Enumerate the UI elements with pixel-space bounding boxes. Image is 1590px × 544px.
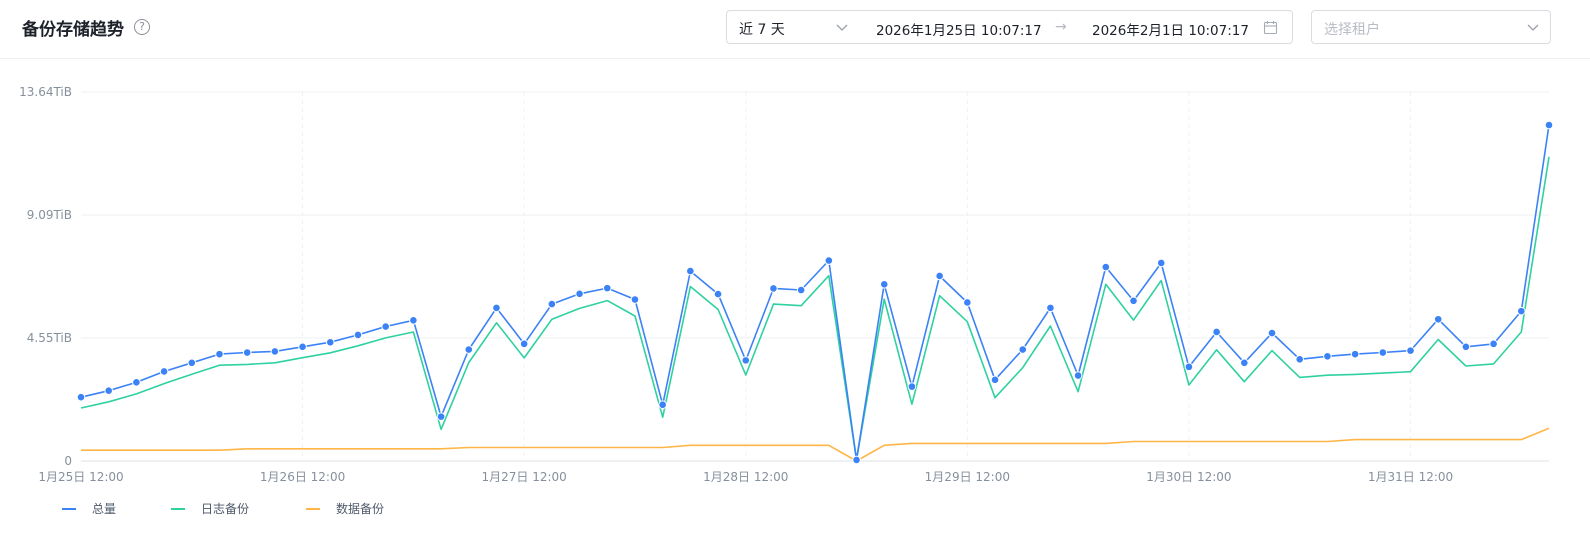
data-point[interactable]: [1129, 296, 1138, 306]
data-point[interactable]: [1212, 327, 1221, 337]
data-point[interactable]: [492, 303, 501, 313]
legend-swatch-total: [62, 508, 76, 510]
x-axis: 1月25日 12:00 1月26日 12:00 1月27日 12:00 1月28日 1…: [38, 470, 1453, 484]
data-point[interactable]: [1461, 342, 1471, 352]
data-point[interactable]: [907, 382, 917, 391]
data-point[interactable]: [270, 347, 280, 356]
y-axis: 0 4.55TiB 9.09TiB 13.64TiB: [19, 85, 72, 468]
x-tick-label: 1月30日 12:00: [1146, 470, 1231, 484]
date-end[interactable]: 2026年2月1日 10:07:17: [1092, 23, 1249, 39]
x-tick-label: 1月31日 12:00: [1368, 470, 1453, 484]
time-range-select[interactable]: 近 7 天: [726, 10, 859, 44]
series-line-1: [80, 156, 1550, 461]
data-point[interactable]: [935, 271, 944, 281]
data-point[interactable]: [686, 266, 695, 276]
data-point[interactable]: [879, 280, 889, 289]
data-point[interactable]: [1323, 352, 1332, 361]
page-title: 备份存储趋势: [22, 20, 124, 40]
time-range-value: 近 7 天: [739, 22, 785, 38]
data-point[interactable]: [630, 295, 640, 304]
data-point[interactable]: [1406, 346, 1415, 355]
data-point[interactable]: [298, 342, 307, 352]
data-point[interactable]: [159, 367, 169, 376]
x-tick-label: 1月25日 12:00: [38, 470, 123, 484]
chart-grid: [81, 91, 1549, 462]
data-point[interactable]: [1156, 258, 1166, 268]
data-point[interactable]: [353, 330, 363, 340]
data-point[interactable]: [575, 289, 584, 299]
data-point[interactable]: [796, 285, 806, 295]
data-point[interactable]: [242, 348, 252, 357]
data-point[interactable]: [1046, 303, 1055, 313]
data-point[interactable]: [1018, 345, 1028, 354]
data-point[interactable]: [1184, 362, 1194, 372]
x-tick-label: 1月29日 12:00: [925, 470, 1010, 484]
data-point[interactable]: [132, 377, 141, 387]
calendar-icon[interactable]: [1263, 20, 1278, 35]
data-point[interactable]: [963, 298, 972, 307]
chart-series: [76, 120, 1554, 465]
data-point[interactable]: [769, 284, 778, 293]
data-point[interactable]: [409, 316, 418, 325]
legend-swatch-log: [171, 508, 185, 510]
series-line-0: [80, 124, 1550, 461]
data-point[interactable]: [464, 345, 474, 354]
date-start[interactable]: 2026年1月25日 10:07:17: [876, 23, 1042, 39]
y-tick-label: 4.55TiB: [27, 331, 72, 345]
chart-header: 备份存储趋势 ? 近 7 天 2026年1月25日 10:07:17 → 202…: [0, 0, 1590, 59]
series-line-2: [81, 427, 1550, 462]
data-point[interactable]: [852, 455, 861, 465]
chevron-down-icon: [836, 24, 848, 31]
data-point[interactable]: [104, 386, 113, 395]
backup-storage-chart: 0 4.55TiB 9.09TiB 13.64TiB 1月25日 12:00 1月26日…: [19, 85, 1554, 484]
data-point[interactable]: [1295, 354, 1305, 364]
data-point[interactable]: [741, 356, 751, 365]
data-point[interactable]: [1544, 120, 1554, 130]
legend-label-data: 数据备份: [336, 502, 385, 516]
data-point[interactable]: [436, 412, 446, 421]
data-point[interactable]: [215, 349, 224, 359]
data-point[interactable]: [1433, 314, 1443, 324]
data-point[interactable]: [325, 337, 335, 347]
y-tick-label: 0: [64, 454, 72, 468]
data-point[interactable]: [990, 375, 1000, 385]
data-point[interactable]: [1267, 328, 1277, 338]
data-point[interactable]: [658, 400, 667, 410]
y-tick-label: 13.64TiB: [19, 85, 72, 99]
x-tick-label: 1月28日 12:00: [703, 470, 788, 484]
data-point[interactable]: [1517, 306, 1526, 316]
data-point[interactable]: [1101, 262, 1111, 272]
y-tick-label: 9.09TiB: [27, 208, 72, 222]
data-point[interactable]: [824, 256, 834, 265]
tenant-placeholder: 选择租户: [1324, 22, 1380, 38]
data-point[interactable]: [381, 322, 390, 331]
date-range-picker[interactable]: 2026年1月25日 10:07:17 → 2026年2月1日 10:07:17: [858, 10, 1293, 44]
data-point[interactable]: [1489, 339, 1498, 349]
chevron-down-icon: [1527, 24, 1539, 31]
x-tick-label: 1月26日 12:00: [260, 470, 345, 484]
data-point[interactable]: [1240, 358, 1249, 368]
data-point[interactable]: [1378, 348, 1388, 357]
data-point[interactable]: [1073, 371, 1083, 380]
data-point[interactable]: [519, 339, 529, 349]
data-point[interactable]: [76, 392, 86, 402]
date-range-arrow: →: [1055, 19, 1067, 35]
data-point[interactable]: [713, 289, 723, 299]
help-icon[interactable]: ?: [134, 19, 150, 35]
x-tick-label: 1月27日 12:00: [482, 470, 567, 484]
legend-label-total: 总量: [92, 502, 117, 516]
data-point[interactable]: [602, 283, 612, 293]
data-point[interactable]: [187, 358, 197, 368]
legend-label-log: 日志备份: [201, 502, 250, 516]
data-point[interactable]: [547, 299, 557, 309]
data-point[interactable]: [1350, 349, 1360, 359]
legend-swatch-data: [306, 508, 320, 510]
tenant-select[interactable]: 选择租户: [1311, 10, 1551, 44]
